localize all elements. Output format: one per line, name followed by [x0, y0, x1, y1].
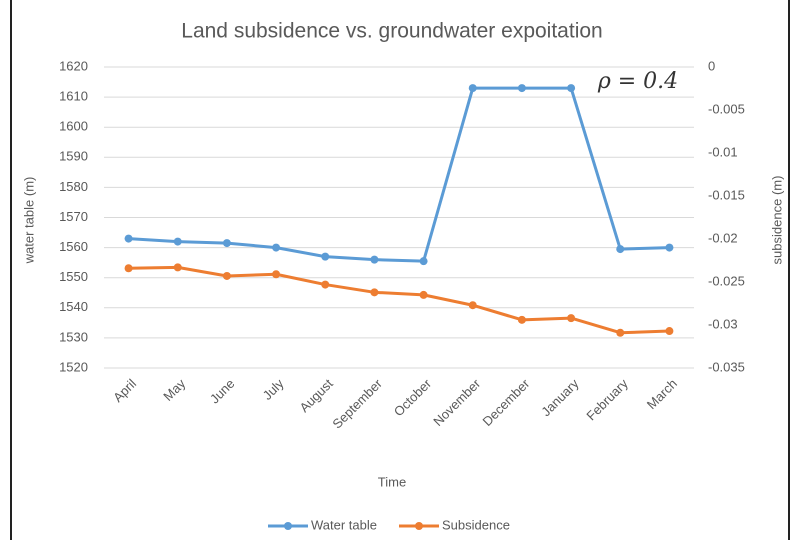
y-tick-label: 1560 — [59, 239, 88, 254]
point — [321, 280, 330, 289]
point — [419, 290, 428, 299]
point — [370, 255, 379, 264]
y-tick-label: 1600 — [59, 119, 88, 134]
y-tick-label: 1530 — [59, 329, 88, 344]
y-tick-label: 1570 — [59, 209, 88, 224]
point — [468, 84, 477, 93]
y2-tick-label: -0.03 — [708, 316, 738, 331]
y-tick-label: 1580 — [59, 179, 88, 194]
point — [616, 245, 625, 254]
point — [616, 328, 625, 337]
y-tick-label: 1620 — [59, 58, 88, 73]
point — [517, 315, 526, 324]
point — [419, 257, 428, 266]
y2-tick-label: -0.01 — [708, 144, 738, 159]
point — [665, 243, 674, 252]
y-tick-label: 1610 — [59, 89, 88, 104]
series-line — [128, 86, 670, 263]
point — [517, 84, 526, 93]
y2-tick-label: -0.025 — [708, 273, 745, 288]
y2-tick-label: -0.005 — [708, 101, 745, 116]
y2-tick-label: 0 — [708, 58, 715, 73]
series-line — [128, 265, 670, 335]
legend-marker — [284, 522, 292, 530]
point — [321, 252, 330, 261]
point — [222, 271, 231, 280]
point — [665, 327, 674, 336]
point — [173, 263, 182, 272]
point — [124, 264, 133, 273]
y2-axis-label: subsidence (m) — [769, 176, 784, 265]
point — [567, 314, 576, 323]
point — [370, 288, 379, 297]
y-tick-label: 1550 — [59, 269, 88, 284]
x-axis-label: Time — [378, 474, 406, 489]
y-tick-label: 1540 — [59, 299, 88, 314]
point — [222, 239, 231, 248]
legend-label: Subsidence — [442, 517, 510, 532]
point — [272, 243, 281, 252]
point — [124, 234, 133, 243]
y-tick-label: 1520 — [59, 359, 88, 374]
annotation: ρ = 0.4 — [597, 69, 678, 94]
point — [173, 237, 182, 246]
y-tick-label: 1590 — [59, 149, 88, 164]
legend-marker — [415, 522, 423, 530]
y2-tick-label: -0.015 — [708, 187, 745, 202]
y2-tick-label: -0.035 — [708, 359, 745, 374]
legend-label: Water table — [311, 517, 377, 532]
y-axis-label: water table (m) — [21, 177, 36, 265]
point — [468, 301, 477, 310]
chart-title: Land subsidence vs. groundwater expoitat… — [181, 20, 602, 43]
point — [272, 270, 281, 279]
point — [567, 84, 576, 93]
y2-tick-label: -0.02 — [708, 230, 738, 245]
